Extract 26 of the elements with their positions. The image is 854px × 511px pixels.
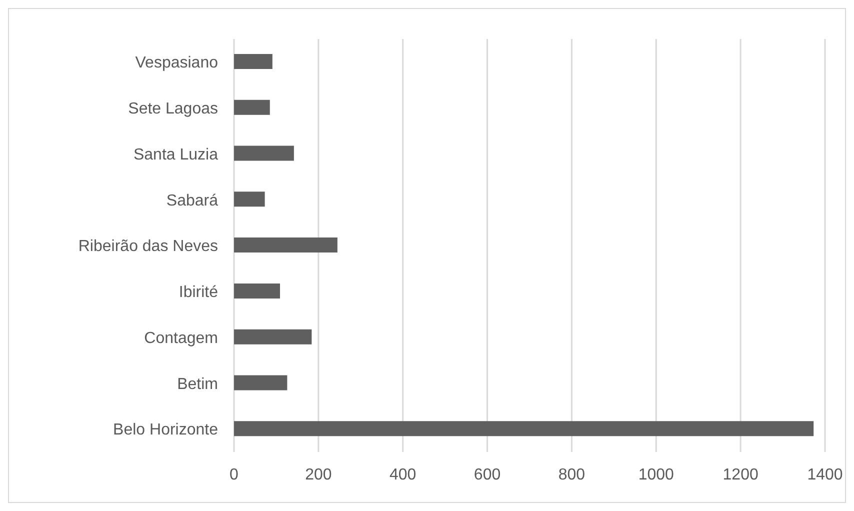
y-tick-label: Vespasiano — [135, 54, 218, 72]
x-tick-label: 0 — [230, 466, 239, 484]
bar — [234, 283, 280, 298]
bar — [234, 375, 288, 390]
y-tick-label: Contagem — [144, 330, 218, 347]
bar — [234, 329, 312, 344]
bar — [234, 421, 814, 436]
y-tick-label: Betim — [177, 376, 218, 393]
y-tick-label: Sete Lagoas — [128, 100, 218, 118]
x-tick-label: 1000 — [638, 466, 674, 484]
x-tick-label: 800 — [558, 466, 586, 484]
bar — [234, 146, 294, 161]
x-tick-label: 1400 — [807, 466, 843, 484]
x-tick-label: 400 — [390, 466, 416, 484]
bar — [234, 238, 338, 253]
x-tick-label: 600 — [474, 466, 501, 484]
y-tick-label: Santa Luzia — [133, 146, 218, 164]
x-tick-label: 200 — [305, 466, 332, 484]
bar — [234, 54, 272, 69]
y-tick-label: Sabará — [166, 192, 218, 210]
y-tick-label: Ibirité — [178, 284, 218, 302]
y-tick-label: Ribeirão das Neves — [78, 238, 218, 256]
bar — [234, 192, 265, 207]
bar — [234, 100, 270, 115]
x-tick-label: 1200 — [722, 466, 758, 484]
y-tick-label: Belo Horizonte — [113, 422, 218, 439]
